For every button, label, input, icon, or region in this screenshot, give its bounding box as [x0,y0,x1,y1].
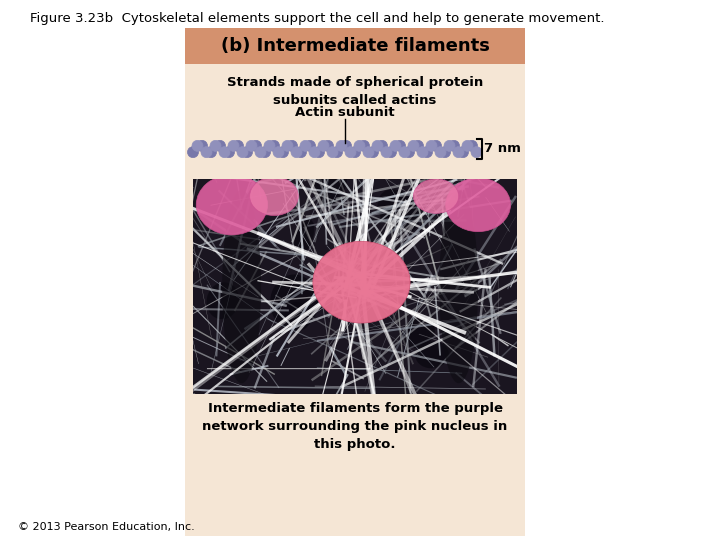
Ellipse shape [413,179,459,213]
Circle shape [408,140,419,151]
Circle shape [228,140,239,151]
Circle shape [435,147,446,158]
Ellipse shape [207,282,239,319]
Circle shape [462,140,473,151]
Circle shape [259,147,271,158]
Bar [185,64,525,536]
Circle shape [192,140,203,151]
Ellipse shape [439,190,478,383]
Circle shape [354,140,365,151]
Circle shape [453,147,464,158]
Circle shape [349,147,361,158]
Bar [185,28,525,64]
Circle shape [341,140,351,151]
Circle shape [331,147,343,158]
Circle shape [372,140,383,151]
Circle shape [318,140,329,151]
Circle shape [327,147,338,158]
Circle shape [210,140,221,151]
Circle shape [449,140,459,151]
Circle shape [413,140,423,151]
Ellipse shape [446,178,510,232]
Ellipse shape [197,175,268,235]
Circle shape [417,147,428,158]
Circle shape [399,147,410,158]
Circle shape [264,140,275,151]
Circle shape [426,140,437,151]
Ellipse shape [222,190,261,383]
Text: 7 nm: 7 nm [484,143,521,156]
Circle shape [237,147,248,158]
Circle shape [246,140,257,151]
Circle shape [241,147,253,158]
Circle shape [219,147,230,158]
Ellipse shape [270,274,318,330]
Bar [193,179,517,394]
Circle shape [187,147,199,158]
Circle shape [385,147,397,158]
Circle shape [300,140,311,151]
Circle shape [277,147,289,158]
Circle shape [471,147,482,158]
Circle shape [323,140,333,151]
Circle shape [431,140,441,151]
Text: Strands made of spherical protein
subunits called actins: Strands made of spherical protein subuni… [227,76,483,107]
Circle shape [395,140,405,151]
Text: Intermediate filaments form the purple
network surrounding the pink nucleus in
t: Intermediate filaments form the purple n… [202,402,508,451]
Circle shape [336,140,347,151]
Circle shape [309,147,320,158]
Circle shape [381,147,392,158]
Ellipse shape [313,160,347,206]
Circle shape [201,147,212,158]
Circle shape [215,140,225,151]
Circle shape [251,140,261,151]
Text: (b) Intermediate filaments: (b) Intermediate filaments [220,37,490,55]
Circle shape [291,147,302,158]
Circle shape [421,147,433,158]
Circle shape [467,140,477,151]
Ellipse shape [284,302,310,330]
Circle shape [363,147,374,158]
Ellipse shape [377,190,420,233]
Ellipse shape [402,317,435,348]
Text: © 2013 Pearson Education, Inc.: © 2013 Pearson Education, Inc. [18,522,194,532]
Circle shape [269,140,279,151]
Text: Figure 3.23b  Cytoskeletal elements support the cell and help to generate moveme: Figure 3.23b Cytoskeletal elements suppo… [30,12,605,25]
Text: Actin subunit: Actin subunit [295,106,395,119]
Circle shape [403,147,415,158]
Circle shape [282,140,293,151]
Circle shape [197,140,207,151]
Circle shape [205,147,217,158]
Circle shape [287,140,297,151]
Circle shape [295,147,307,158]
Ellipse shape [250,177,298,215]
Circle shape [273,147,284,158]
Circle shape [367,147,379,158]
Circle shape [444,140,455,151]
Circle shape [439,147,451,158]
Circle shape [457,147,469,158]
Circle shape [359,140,369,151]
Circle shape [390,140,401,151]
Circle shape [377,140,387,151]
Ellipse shape [294,219,314,255]
Circle shape [233,140,243,151]
Circle shape [305,140,315,151]
Ellipse shape [313,241,410,323]
Ellipse shape [415,341,449,368]
Circle shape [345,147,356,158]
Circle shape [255,147,266,158]
Circle shape [223,147,235,158]
Circle shape [313,147,325,158]
